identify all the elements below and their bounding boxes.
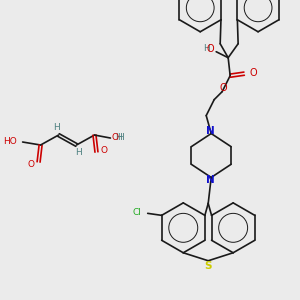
- Text: O: O: [207, 44, 214, 54]
- Text: N: N: [206, 125, 214, 136]
- Text: S: S: [205, 261, 212, 271]
- Text: O: O: [249, 68, 257, 78]
- Text: H: H: [75, 148, 82, 158]
- Text: O: O: [111, 133, 118, 142]
- Text: Cl: Cl: [133, 208, 142, 217]
- Text: H: H: [203, 44, 210, 53]
- Text: H: H: [117, 133, 124, 142]
- Text: H: H: [116, 133, 122, 142]
- Text: H: H: [53, 123, 60, 132]
- Text: O: O: [28, 160, 34, 169]
- Text: O: O: [100, 146, 107, 155]
- Text: HO: HO: [3, 136, 16, 146]
- Text: N: N: [206, 176, 214, 185]
- Text: O: O: [219, 82, 227, 93]
